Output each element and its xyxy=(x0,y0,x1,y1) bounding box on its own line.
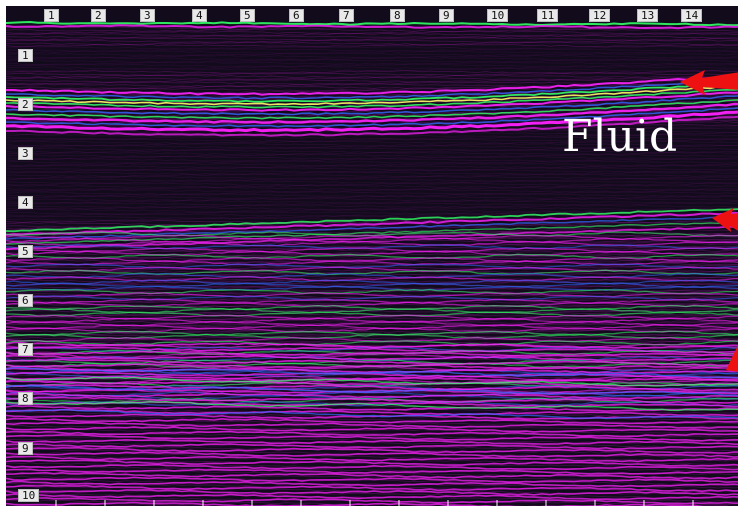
vertical-scale-label: 6 xyxy=(18,294,33,307)
vertical-scale-label: 3 xyxy=(18,147,33,160)
horizontal-scale-label: 3 xyxy=(140,9,155,22)
horizontal-scale-label: 14 xyxy=(681,9,703,22)
horizontal-scale-label: 5 xyxy=(240,9,255,22)
radargram-traces xyxy=(6,20,738,506)
vertical-scale-label: 1 xyxy=(18,49,33,62)
horizontal-scale-label: 2 xyxy=(91,9,106,22)
vertical-scale-label: 4 xyxy=(18,196,33,209)
horizontal-scale-label: 13 xyxy=(637,9,659,22)
radargram-image xyxy=(6,6,738,506)
horizontal-scale-label: 10 xyxy=(487,9,509,22)
horizontal-scale-label: 4 xyxy=(192,9,207,22)
vertical-scale-label: 5 xyxy=(18,245,33,258)
vertical-scale-label: 9 xyxy=(18,442,33,455)
vertical-scale-label: 2 xyxy=(18,98,33,111)
vertical-scale-label: 7 xyxy=(18,343,33,356)
horizontal-scale-label: 8 xyxy=(390,9,405,22)
horizontal-scale-label: 1 xyxy=(44,9,59,22)
horizontal-scale-label: 12 xyxy=(589,9,611,22)
vertical-scale-label: 8 xyxy=(18,392,33,405)
vertical-scale-label: 10 xyxy=(18,489,40,502)
horizontal-scale-label: 7 xyxy=(339,9,354,22)
horizontal-scale-label: 6 xyxy=(289,9,304,22)
fluid-annotation: Fluid xyxy=(562,111,678,162)
horizontal-scale-label: 9 xyxy=(439,9,454,22)
horizontal-scale-label: 11 xyxy=(537,9,559,22)
